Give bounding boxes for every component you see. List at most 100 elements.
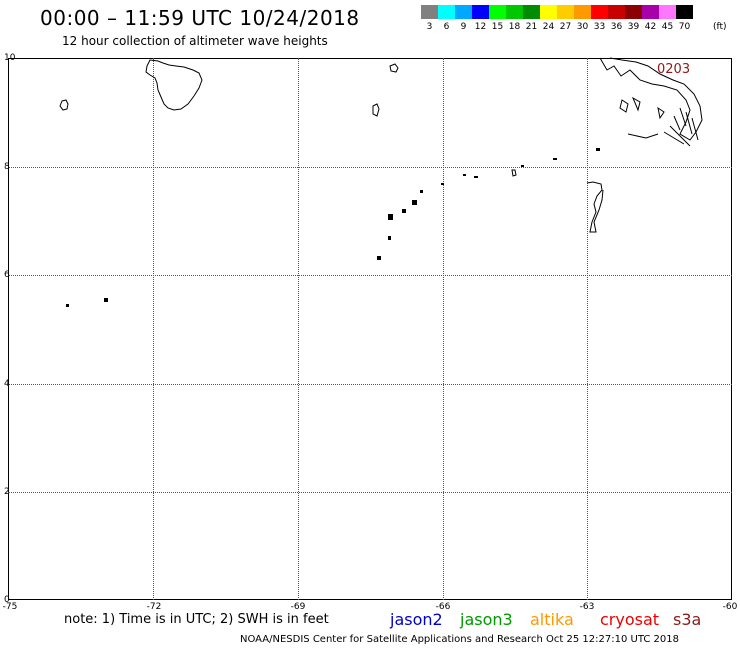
legend-swatch (455, 5, 472, 19)
map-subtitle: 12 hour collection of altimeter wave hei… (62, 34, 328, 48)
meridian-line (587, 58, 588, 600)
satellite-label-altika: altika (530, 610, 574, 629)
islet (420, 190, 423, 193)
legend-item: 18 (506, 5, 523, 32)
legend-swatch (642, 5, 659, 19)
longitude-label: -72 (146, 602, 162, 612)
latitude-label: 2 (4, 487, 10, 497)
legend-item: 24 (540, 5, 557, 32)
legend-label: 42 (644, 22, 657, 32)
legend-item: 15 (489, 5, 506, 32)
legend-label: 15 (491, 22, 504, 32)
legend-swatch (489, 5, 506, 19)
legend-unit: (ft) (713, 22, 727, 32)
legend-label: 27 (559, 22, 572, 32)
legend-item: 3 (421, 5, 438, 32)
legend-label: 39 (627, 22, 640, 32)
legend-swatch (421, 5, 438, 19)
island-aruba (59, 99, 69, 111)
latitude-label: 0 (4, 595, 10, 605)
legend-label: 36 (610, 22, 623, 32)
legend-swatch (438, 5, 455, 19)
latitude-label: 8 (4, 162, 10, 172)
legend-item: 6 (438, 5, 455, 32)
coastline-north-venezuela (599, 57, 703, 141)
island-hispaniola-fragment (388, 214, 393, 220)
islet (521, 165, 524, 167)
parallel-line (8, 167, 732, 168)
legend-swatch (523, 5, 540, 19)
island-st-croix (553, 158, 557, 160)
latitude-label: 10 (4, 53, 16, 63)
legend-item: 39 (625, 5, 642, 32)
islet (388, 236, 391, 240)
legend-label: 9 (460, 22, 467, 32)
legend-label: 24 (542, 22, 555, 32)
meridian-line (298, 58, 299, 600)
legend-swatch (608, 5, 625, 19)
latitude-label: 4 (4, 379, 10, 389)
legend-label: 3 (426, 22, 433, 32)
legend-item: 33 (591, 5, 608, 32)
legend-swatch (557, 5, 574, 19)
island-martinique (596, 148, 600, 151)
legend-label: 18 (508, 22, 521, 32)
satellite-label-jason3: jason3 (460, 610, 513, 629)
footer-note: note: 1) Time is in UTC; 2) SWH is in fe… (64, 612, 329, 627)
islet (104, 298, 108, 302)
satellite-label-jason2: jason2 (390, 610, 443, 629)
legend-item: 30 (574, 5, 591, 32)
satellite-label-s3a: s3a (673, 610, 702, 629)
parallel-line (8, 492, 732, 493)
longitude-label: -75 (2, 602, 18, 612)
legend-label: 70 (678, 22, 691, 32)
islet (474, 176, 478, 178)
legend-swatch (506, 5, 523, 19)
credit-line: NOAA/NESDIS Center for Satellite Applica… (240, 634, 679, 645)
map-frame (8, 58, 732, 600)
legend-swatch (591, 5, 608, 19)
legend-swatch (676, 5, 693, 19)
legend-swatch (659, 5, 676, 19)
satellite-pass-time-label: 0203 (657, 62, 691, 77)
legend-label: 21 (525, 22, 538, 32)
longitude-label: -69 (290, 602, 306, 612)
legend-swatch (574, 5, 591, 19)
parallel-line (8, 275, 732, 276)
legend-label: 45 (661, 22, 674, 32)
meridian-line (443, 58, 444, 600)
island-curacao (389, 63, 399, 73)
legend-item: 21 (523, 5, 540, 32)
satellite-label-cryosat: cryosat (600, 610, 660, 629)
islet (441, 183, 444, 185)
legend-label: 33 (593, 22, 606, 32)
legend-item: 42 (642, 5, 659, 32)
longitude-label: -66 (435, 602, 451, 612)
islet (463, 174, 466, 176)
island-grenada (511, 169, 517, 177)
legend-item: 36 (608, 5, 625, 32)
legend-item: 27 (557, 5, 574, 32)
legend-item: 12 (472, 5, 489, 32)
legend-label: 12 (474, 22, 487, 32)
latitude-label: 6 (4, 270, 10, 280)
island-bonaire (372, 103, 380, 117)
coastline-islands-east (619, 96, 665, 120)
coastline-paraguana (145, 59, 203, 111)
longitude-label: -63 (579, 602, 595, 612)
islet (377, 256, 381, 260)
map-title: 00:00 – 11:59 UTC 10/24/2018 (40, 6, 360, 30)
meridian-line (153, 58, 154, 600)
legend-item: 9 (455, 5, 472, 32)
legend-swatch (472, 5, 489, 19)
parallel-line (8, 384, 732, 385)
longitude-label: -60 (722, 602, 738, 612)
legend-item: 45 (659, 5, 676, 32)
islet (66, 304, 69, 307)
islet (412, 200, 417, 205)
islet (402, 209, 406, 213)
legend-swatch (540, 5, 557, 19)
delta-channels (627, 107, 699, 147)
legend-swatch (625, 5, 642, 19)
